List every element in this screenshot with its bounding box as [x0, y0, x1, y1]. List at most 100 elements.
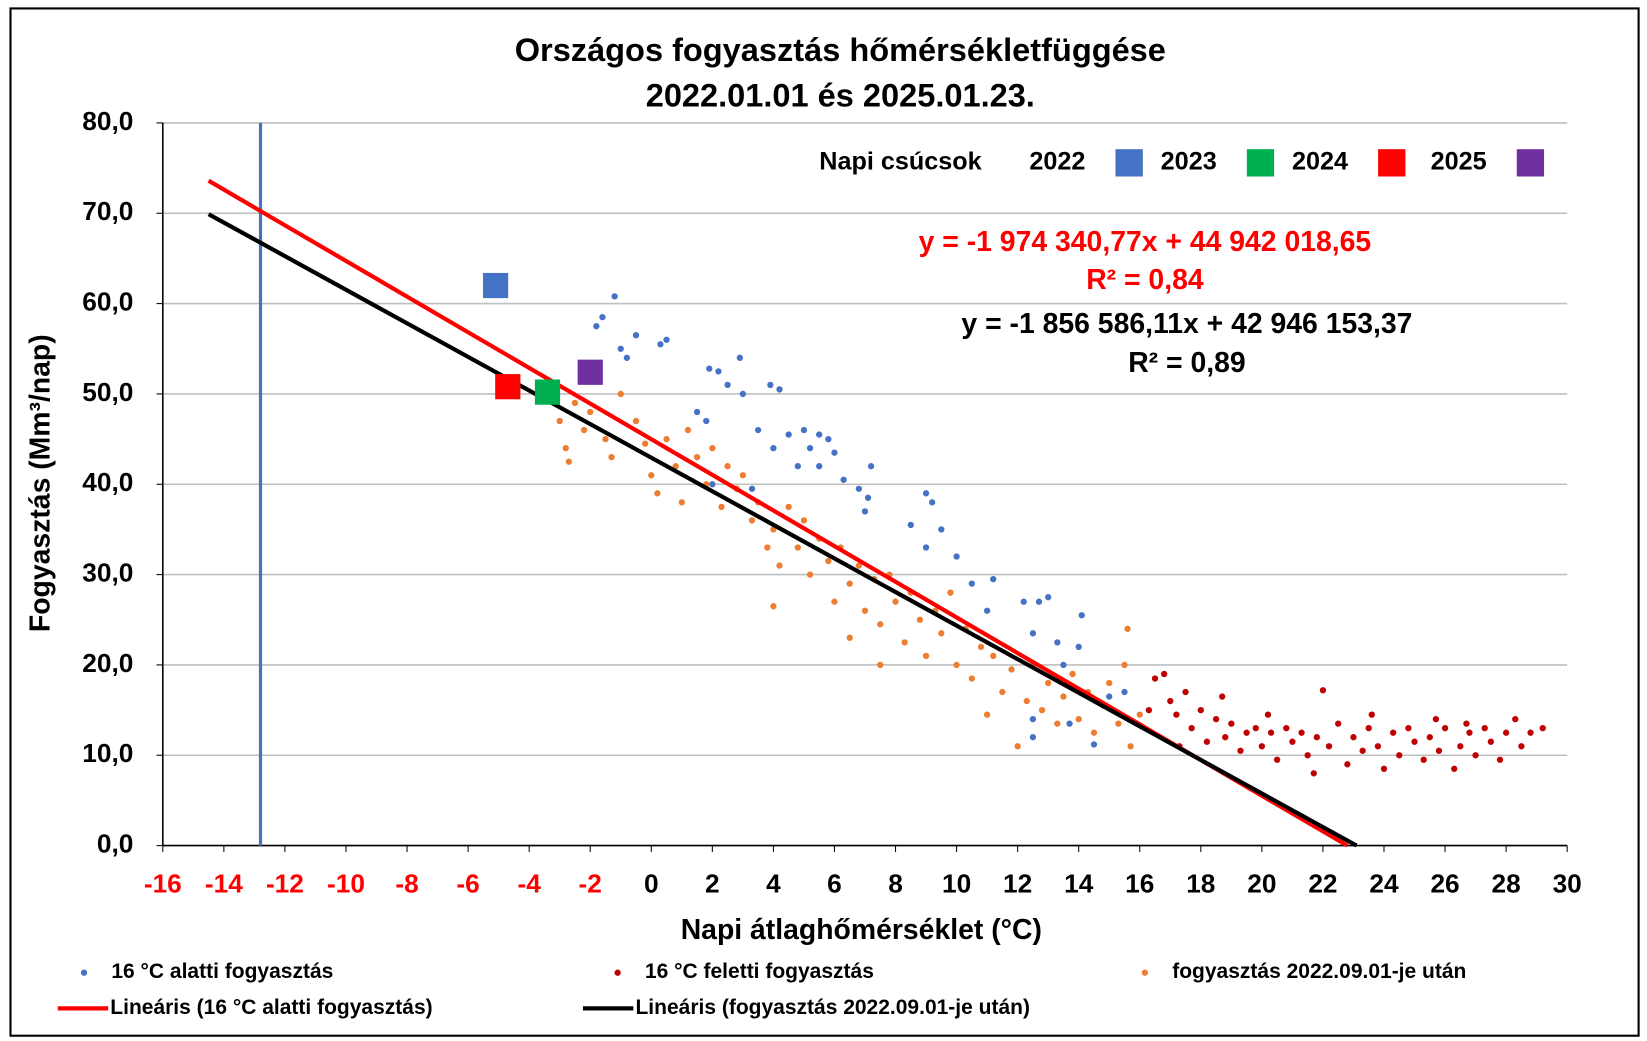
- scatter-point: [922, 490, 930, 497]
- scatter-point: [1463, 720, 1470, 727]
- scatter-point: [968, 675, 975, 682]
- scatter-point: [1075, 643, 1082, 651]
- peaks-legend-label: 2024: [1292, 148, 1348, 176]
- scatter-point: [1539, 725, 1546, 732]
- scatter-point: [806, 444, 814, 452]
- scatter-point: [1304, 752, 1311, 759]
- annotation: y = -1 856 586,11x + 42 946 153,37: [961, 308, 1412, 340]
- scatter-point: [785, 503, 792, 510]
- scatter-point: [1350, 734, 1357, 741]
- scatter-point: [593, 323, 600, 330]
- scatter-point: [983, 711, 991, 718]
- scatter-point: [1380, 765, 1388, 772]
- y-tick-label: 10,0: [82, 738, 133, 768]
- scatter-point: [825, 435, 832, 443]
- scatter-point: [1313, 734, 1320, 741]
- scatter-point: [1121, 688, 1128, 696]
- scatter-point: [1496, 756, 1504, 763]
- x-tick-label: 0: [644, 868, 659, 898]
- scatter-point: [657, 341, 664, 348]
- peaks-legend-label: 2025: [1431, 148, 1487, 176]
- chart-title: Országos fogyasztás hőmérsékletfüggése: [515, 32, 1166, 68]
- scatter-point: [1264, 711, 1272, 718]
- scatter-point: [1038, 706, 1046, 714]
- peaks-legend-label: 2023: [1161, 148, 1217, 176]
- y-tick-label: 20,0: [82, 648, 133, 678]
- legend-label: fogyasztás 2022.09.01-je után: [1172, 960, 1466, 983]
- scatter-point: [709, 481, 716, 488]
- scatter-point: [770, 603, 777, 610]
- scatter-point: [1060, 693, 1067, 700]
- x-tick-label: 8: [888, 868, 903, 898]
- scatter-point: [1078, 612, 1085, 619]
- scatter-point: [1368, 711, 1375, 718]
- x-tick-label: 22: [1308, 868, 1337, 898]
- x-tick-label: -4: [517, 868, 541, 898]
- scatter-point: [938, 526, 945, 533]
- scatter-point: [1243, 729, 1250, 736]
- scatter-point: [1212, 715, 1220, 723]
- x-tick-label: 30: [1553, 868, 1582, 898]
- scatter-point: [1069, 670, 1076, 678]
- scatter-point: [715, 368, 722, 375]
- scatter-point: [825, 557, 832, 565]
- peaks-legend-swatch: [1516, 149, 1545, 177]
- scatter-point: [776, 562, 783, 569]
- scatter-point: [1029, 630, 1037, 637]
- chart-subtitle: 2022.01.01 és 2025.01.23.: [646, 77, 1035, 113]
- scatter-point: [1066, 720, 1073, 727]
- scatter-point: [1325, 743, 1333, 750]
- scatter-point: [816, 463, 823, 470]
- scatter-point: [877, 661, 884, 669]
- scatter-point: [1273, 756, 1281, 763]
- scatter-point: [1127, 743, 1134, 750]
- y-tick-label: 60,0: [82, 287, 133, 317]
- x-tick-label: 10: [942, 868, 971, 898]
- scatter-point: [846, 634, 853, 641]
- legend-label: Lineáris (16 °C alatti fogyasztás): [110, 996, 432, 1019]
- scatter-point: [724, 463, 731, 470]
- scatter-point: [977, 643, 985, 651]
- scatter-point: [1359, 747, 1366, 754]
- scatter-point: [1035, 598, 1043, 605]
- scatter-point: [800, 426, 808, 434]
- scatter-point: [1298, 729, 1305, 736]
- scatter-point: [983, 607, 991, 614]
- scatter-point: [846, 580, 853, 587]
- scatter-point: [1344, 761, 1351, 768]
- scatter-point: [1390, 729, 1397, 736]
- scatter-point: [1151, 675, 1159, 682]
- scatter-point: [693, 408, 701, 416]
- scatter-point: [1045, 594, 1052, 601]
- x-tick-label: -8: [395, 868, 418, 898]
- scatter-point: [929, 499, 936, 506]
- scatter-point: [663, 435, 670, 443]
- scatter-point: [1405, 725, 1412, 732]
- scatter-point: [709, 444, 716, 452]
- x-tick-label: 2: [705, 868, 720, 898]
- scatter-point: [1258, 743, 1266, 750]
- scatter-point: [953, 553, 960, 560]
- scatter-point: [990, 575, 997, 583]
- scatter-point: [565, 458, 573, 465]
- scatter-point: [767, 381, 774, 389]
- scatter-point: [877, 621, 884, 628]
- scatter-point: [855, 485, 863, 492]
- scatter-point: [1182, 688, 1189, 696]
- y-tick-label: 70,0: [82, 196, 133, 226]
- scatter-point: [1115, 720, 1122, 727]
- annotation: y = -1 974 340,77x + 44 942 018,65: [919, 226, 1372, 258]
- x-tick-label: 28: [1492, 868, 1521, 898]
- scatter-point: [1106, 693, 1113, 700]
- scatter-point: [831, 449, 838, 456]
- scatter-point: [861, 607, 869, 614]
- scatter-point: [678, 499, 685, 506]
- scatter-point: [901, 639, 908, 646]
- y-tick-label: 30,0: [82, 558, 133, 588]
- scatter-point: [1451, 765, 1458, 772]
- annotation: R² = 0,84: [1086, 264, 1204, 296]
- scatter-point: [718, 503, 725, 510]
- scatter-point: [1075, 715, 1082, 723]
- scatter-point: [1512, 715, 1519, 723]
